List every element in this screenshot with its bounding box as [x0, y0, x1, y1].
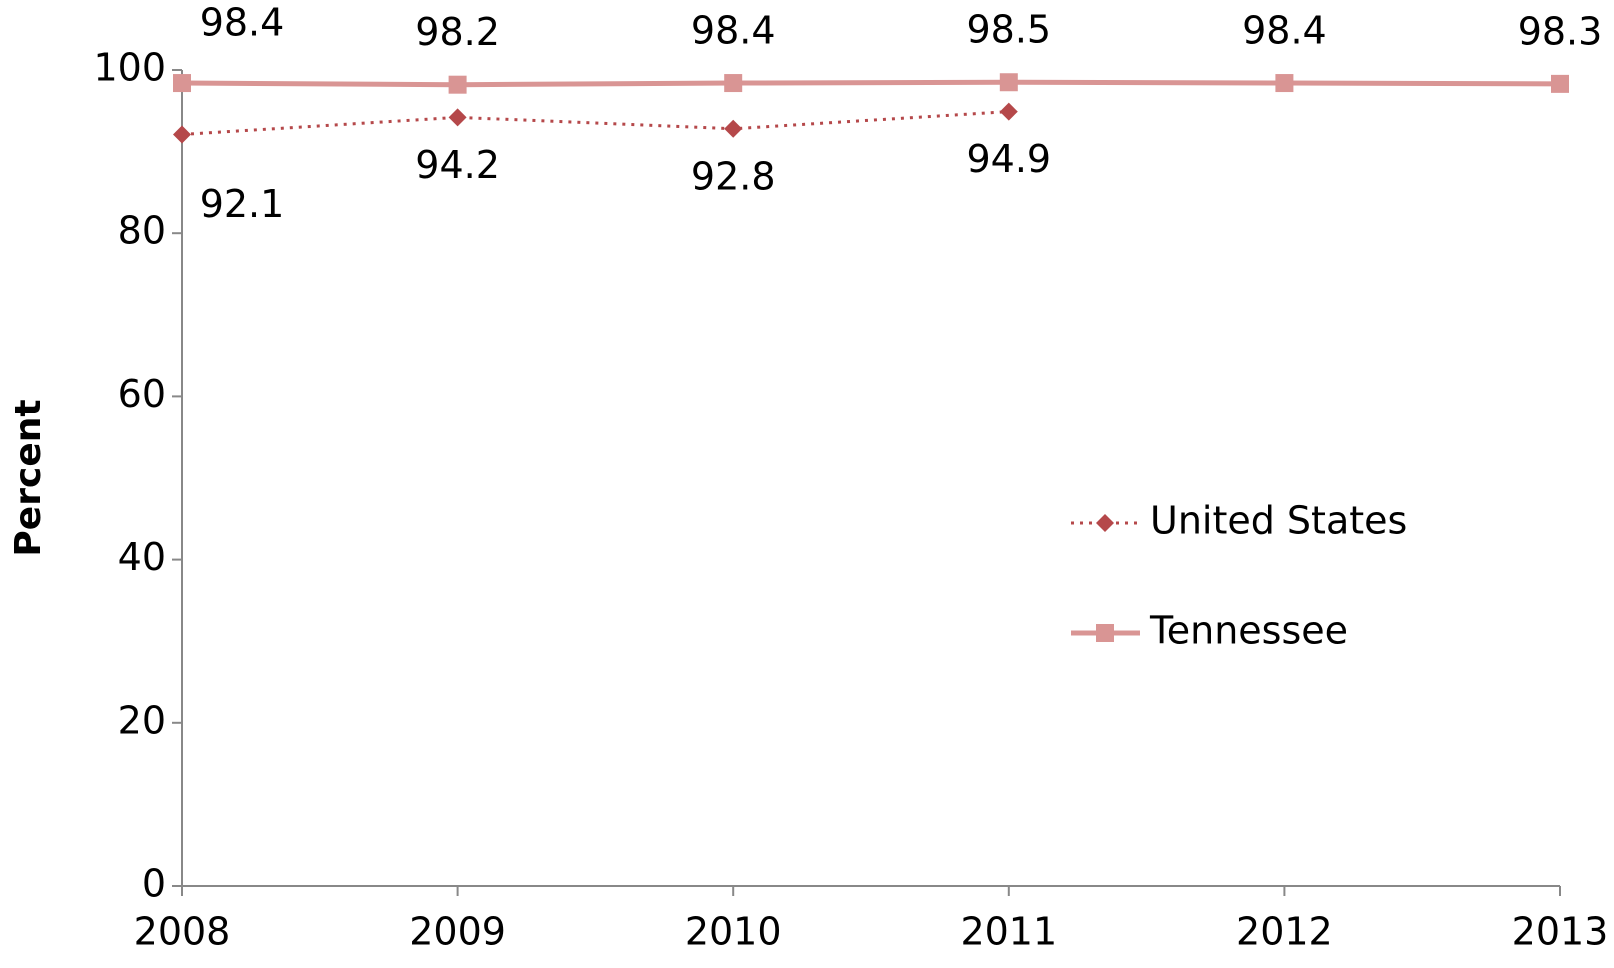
x-tick-label: 2009: [409, 910, 506, 954]
x-tick-label: 2010: [685, 910, 782, 954]
series-marker: [724, 119, 743, 138]
legend-marker: [1096, 514, 1114, 532]
legend-label: Tennessee: [1149, 609, 1348, 653]
legend-label: United States: [1150, 499, 1407, 543]
series-marker: [1275, 74, 1294, 93]
data-label: 94.2: [415, 143, 500, 187]
data-label: 92.8: [691, 154, 776, 198]
x-tick-label: 2008: [134, 910, 231, 954]
data-label: 94.9: [966, 137, 1051, 181]
data-label: 98.4: [200, 1, 285, 45]
series-marker: [724, 74, 743, 93]
series-line: [181, 79, 1561, 88]
y-tick-label: 100: [93, 46, 166, 90]
y-tick-label: 0: [142, 862, 166, 906]
series-marker: [448, 108, 467, 127]
y-axis-label: Percent: [8, 399, 49, 556]
x-tick-label: 2011: [960, 910, 1057, 954]
y-tick-label: 60: [118, 372, 166, 416]
y-tick-label: 80: [118, 209, 166, 253]
series-marker: [173, 74, 191, 93]
series-marker: [173, 125, 191, 144]
series-line: [181, 110, 1009, 136]
data-label: 92.1: [200, 182, 285, 226]
series-marker: [1551, 74, 1569, 93]
legend-marker: [1096, 624, 1114, 642]
data-label: 98.3: [1518, 9, 1603, 53]
series-marker: [448, 75, 467, 94]
x-tick-label: 2013: [1512, 910, 1609, 954]
data-label: 98.4: [691, 9, 776, 53]
series-marker: [999, 73, 1018, 92]
y-tick-label: 40: [118, 535, 166, 579]
data-label: 98.5: [966, 8, 1051, 52]
x-tick-label: 2012: [1236, 910, 1333, 954]
data-label: 98.4: [1242, 9, 1327, 53]
data-label: 98.2: [415, 10, 500, 54]
series-marker: [999, 102, 1018, 121]
y-tick-label: 20: [118, 698, 166, 742]
